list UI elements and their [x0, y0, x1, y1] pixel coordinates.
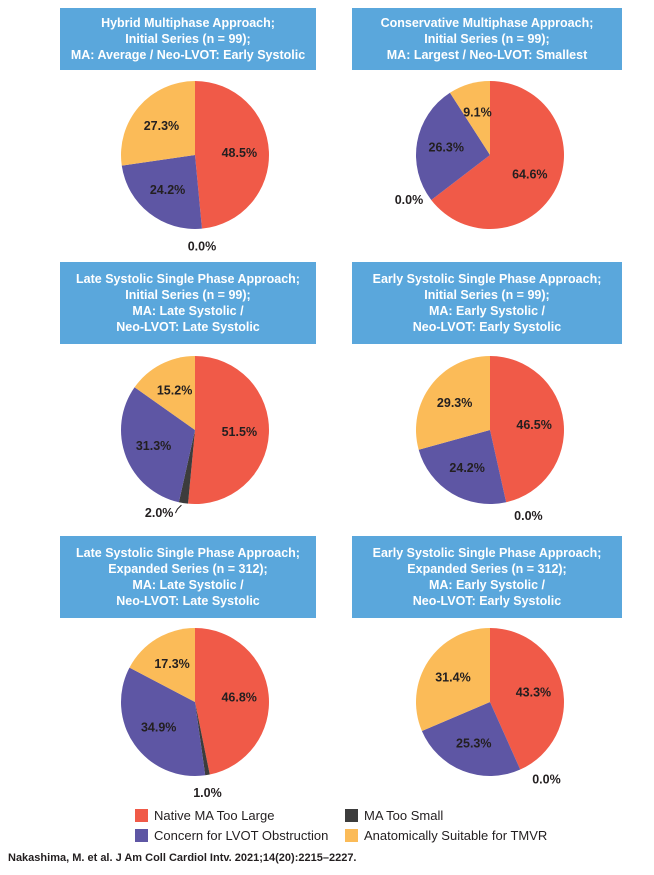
pie-3-leader-line [174, 504, 182, 514]
pie-3-label-lvot-obstruction: 31.3% [136, 439, 171, 453]
panel-3-title-line-2: Initial Series (n = 99); [125, 288, 251, 302]
panel-6-title-line-2: Expanded Series (n = 312); [407, 562, 567, 576]
panel-4-title: Early Systolic Single Phase Approach; In… [352, 262, 622, 344]
pie-5-label-anatomically-suitable: 17.3% [154, 657, 189, 671]
pie-chart-1: 48.5% 0.0% 24.2% 27.3% [121, 81, 269, 254]
panel-3-title-line-4: Neo-LVOT: Late Systolic [116, 320, 260, 334]
panel-4-title-line-2: Initial Series (n = 99); [424, 288, 550, 302]
panel-5-title-line-3: MA: Late Systolic / [132, 578, 244, 592]
panel-4-title-line-4: Neo-LVOT: Early Systolic [412, 320, 562, 334]
pie-3-slice-lvot-obstruction [120, 387, 195, 503]
pie-chart-6: 43.3% 0.0% 25.3% 31.4% [416, 628, 565, 787]
legend-label-ma-too-small: MA Too Small [364, 808, 444, 823]
legend-item-native-ma-too-large: Native MA Too Large [135, 808, 274, 823]
pie-5-slice-lvot-obstruction [121, 667, 206, 776]
legend-item-lvot-obstruction: Concern for LVOT Obstruction [135, 828, 328, 843]
pie-4-label-lvot-obstruction: 24.2% [449, 461, 484, 475]
pie-6-slice-native-ma-too-large [490, 628, 565, 770]
panel-3-title-line-1: Late Systolic Single Phase Approach; [76, 272, 300, 286]
pie-1-slice-lvot-obstruction [121, 155, 202, 229]
legend-label-lvot-obstruction: Concern for LVOT Obstruction [154, 828, 329, 843]
pie-3-slice-ma-too-small [178, 430, 195, 504]
pie-5-slice-native-ma-too-large [195, 628, 270, 775]
citation: Nakashima, M. et al. J Am Coll Cardiol I… [8, 852, 357, 864]
panel-2-title-line-2: Initial Series (n = 99); [424, 32, 550, 46]
pie-2-slice-lvot-obstruction [416, 92, 490, 200]
pie-4-label-ma-too-small: 0.0% [514, 509, 543, 523]
pie-4-label-anatomically-suitable: 29.3% [437, 396, 472, 410]
panel-5-title: Late Systolic Single Phase Approach; Exp… [60, 536, 316, 618]
pie-2-label-anatomically-suitable: 9.1% [463, 105, 492, 119]
pie-1-slice-anatomically-suitable [121, 81, 195, 166]
panel-2-title-line-3: MA: Largest / Neo-LVOT: Smallest [386, 48, 588, 62]
pie-3-label-anatomically-suitable: 15.2% [157, 384, 192, 398]
panel-6-title: Early Systolic Single Phase Approach; Ex… [352, 536, 622, 618]
panel-5-title-line-1: Late Systolic Single Phase Approach; [76, 546, 300, 560]
pie-3-label-ma-too-small: 2.0% [145, 506, 174, 520]
legend-item-ma-too-small: MA Too Small [345, 808, 443, 823]
pie-6-slice-lvot-obstruction [421, 702, 521, 776]
pie-3-slice-anatomically-suitable [134, 356, 195, 430]
legend: Native MA Too Large MA Too Small Concern… [135, 808, 615, 848]
pie-5-slice-anatomically-suitable [129, 628, 195, 702]
panel-4-title-line-3: MA: Early Systolic / [428, 304, 545, 318]
pie-chart-3: 51.5% 2.0% 31.3% 15.2% [120, 356, 269, 520]
panel-1-title-line-1: Hybrid Multiphase Approach; [101, 16, 275, 30]
pie-4-slice-anatomically-suitable [416, 356, 490, 450]
panel-4-title-line-1: Early Systolic Single Phase Approach; [372, 272, 602, 286]
legend-swatch-anatomically-suitable [345, 829, 358, 842]
pie-2-label-lvot-obstruction: 26.3% [429, 140, 464, 154]
panel-5-title-line-4: Neo-LVOT: Late Systolic [116, 594, 260, 608]
panel-3-title: Late Systolic Single Phase Approach; Ini… [60, 262, 316, 344]
pie-1-slice-native-ma-too-large [195, 81, 269, 229]
pie-4-slice-native-ma-too-large [490, 356, 564, 503]
pie-6-label-native-ma-too-large: 43.3% [516, 686, 551, 700]
pie-1-label-native-ma-too-large: 48.5% [222, 146, 257, 160]
pie-6-label-anatomically-suitable: 31.4% [435, 671, 470, 685]
pie-5-label-lvot-obstruction: 34.9% [141, 721, 176, 735]
legend-label-anatomically-suitable: Anatomically Suitable for TMVR [364, 828, 548, 843]
legend-swatch-native-ma-too-large [135, 809, 148, 822]
pie-1-label-anatomically-suitable: 27.3% [144, 119, 179, 133]
pie-6-slice-anatomically-suitable [416, 628, 490, 731]
panel-6-title-line-1: Early Systolic Single Phase Approach; [372, 546, 602, 560]
panel-6-title-line-4: Neo-LVOT: Early Systolic [412, 594, 562, 608]
legend-swatch-ma-too-small [345, 809, 358, 822]
pie-6-label-ma-too-small: 0.0% [532, 773, 561, 787]
panel-6-title-line-3: MA: Early Systolic / [428, 578, 545, 592]
pie-4-label-native-ma-too-large: 46.5% [516, 418, 551, 432]
panel-1-title-line-2: Initial Series (n = 99); [125, 32, 251, 46]
pie-2-slice-anatomically-suitable [449, 81, 490, 155]
pie-6-label-lvot-obstruction: 25.3% [456, 736, 491, 750]
legend-label-native-ma-too-large: Native MA Too Large [154, 808, 275, 823]
pie-4-slice-lvot-obstruction [418, 430, 507, 504]
pie-3-label-native-ma-too-large: 51.5% [222, 425, 257, 439]
pie-2-label-native-ma-too-large: 64.6% [512, 168, 547, 182]
pie-chart-4: 46.5% 0.0% 24.2% 29.3% [416, 356, 564, 523]
pie-3-slice-native-ma-too-large [188, 356, 269, 504]
legend-item-anatomically-suitable: Anatomically Suitable for TMVR [345, 828, 547, 843]
pie-1-label-lvot-obstruction: 24.2% [150, 183, 185, 197]
panel-2-title-line-1: Conservative Multiphase Approach; [380, 16, 594, 30]
panel-1-title: Hybrid Multiphase Approach; Initial Seri… [60, 8, 316, 70]
pie-2-slice-native-ma-too-large [431, 81, 564, 229]
panel-3-title-line-3: MA: Late Systolic / [132, 304, 244, 318]
legend-swatch-lvot-obstruction [135, 829, 148, 842]
panel-5-title-line-2: Expanded Series (n = 312); [108, 562, 268, 576]
pie-chart-5: 46.8% 1.0% 34.9% 17.3% [121, 628, 270, 800]
pie-5-label-native-ma-too-large: 46.8% [221, 691, 256, 705]
pie-5-slice-ma-too-small [195, 702, 210, 776]
pie-chart-2: 64.6% 0.0% 26.3% 9.1% [395, 81, 564, 229]
panel-2-title: Conservative Multiphase Approach; Initia… [352, 8, 622, 70]
pie-2-label-ma-too-small: 0.0% [395, 193, 424, 207]
panel-1-title-line-3: MA: Average / Neo-LVOT: Early Systolic [70, 48, 306, 62]
pie-1-label-ma-too-small: 0.0% [188, 240, 217, 254]
pie-5-label-ma-too-small: 1.0% [193, 786, 222, 800]
